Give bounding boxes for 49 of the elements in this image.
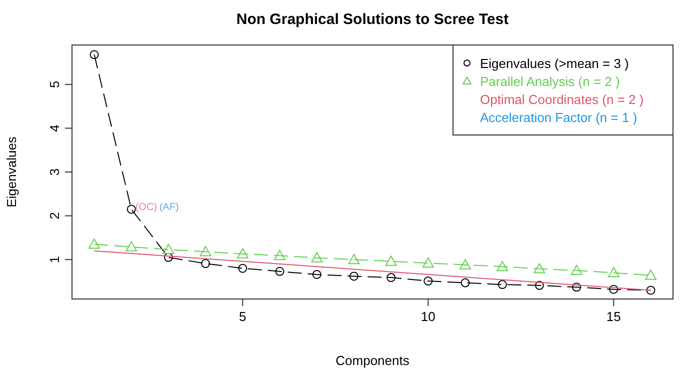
point bbox=[385, 256, 397, 266]
point bbox=[312, 270, 322, 279]
point bbox=[422, 257, 434, 268]
x-tick-label: 10 bbox=[420, 309, 436, 324]
y-axis-title: Eigenvalues bbox=[4, 136, 19, 208]
point bbox=[386, 273, 396, 282]
point bbox=[88, 238, 100, 249]
point bbox=[236, 248, 248, 258]
point bbox=[534, 263, 546, 274]
point bbox=[164, 252, 173, 262]
point bbox=[460, 278, 470, 288]
point bbox=[348, 254, 360, 264]
annotation: (AF) bbox=[159, 202, 179, 214]
x-axis-title: Components bbox=[336, 353, 410, 368]
point bbox=[572, 282, 582, 292]
point bbox=[460, 259, 471, 270]
point bbox=[162, 244, 174, 254]
x-tick-label: 15 bbox=[606, 309, 621, 324]
point bbox=[609, 284, 618, 294]
point bbox=[126, 241, 138, 252]
annotation: (OC) bbox=[135, 202, 158, 214]
point bbox=[498, 280, 507, 290]
point bbox=[274, 250, 286, 260]
point bbox=[570, 264, 582, 276]
legend-label: Parallel Analysis (n = 2 ) bbox=[480, 74, 620, 89]
point bbox=[646, 286, 656, 295]
point bbox=[275, 266, 284, 276]
x-tick-label: 5 bbox=[239, 309, 246, 324]
point bbox=[349, 272, 358, 281]
legend-label: Eigenvalues (>mean = 3 ) bbox=[480, 56, 629, 71]
y-tick-label: 3 bbox=[47, 168, 62, 176]
chart-title: Non Graphical Solutions to Scree Test bbox=[236, 11, 509, 28]
y-tick-label: 2 bbox=[47, 212, 62, 220]
point bbox=[424, 276, 433, 286]
point bbox=[90, 50, 99, 60]
point bbox=[126, 204, 136, 214]
legend-label: Acceleration Factor (n = 1 ) bbox=[480, 110, 638, 125]
point bbox=[534, 280, 544, 290]
point bbox=[496, 260, 508, 272]
y-tick-label: 4 bbox=[47, 124, 62, 132]
point bbox=[608, 267, 620, 278]
point bbox=[200, 246, 212, 256]
y-tick-label: 1 bbox=[47, 256, 62, 264]
y-tick-label: 5 bbox=[47, 80, 62, 88]
text: Optimal Coordinates (n = 2 ) bbox=[480, 92, 644, 107]
point bbox=[201, 259, 210, 268]
point bbox=[311, 252, 323, 262]
point bbox=[238, 264, 248, 273]
point bbox=[645, 270, 656, 280]
